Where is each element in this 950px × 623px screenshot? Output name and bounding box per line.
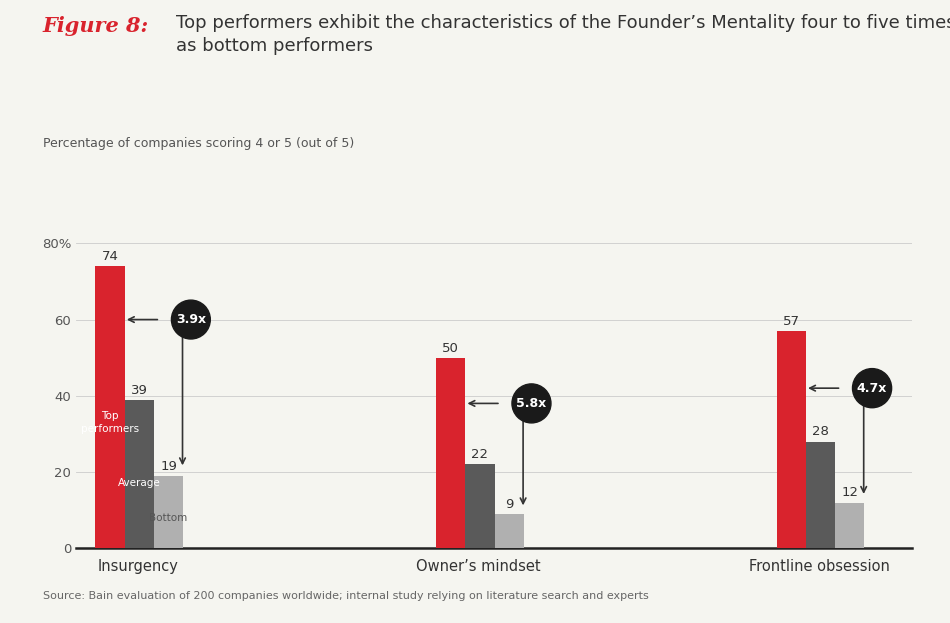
Text: 28: 28 <box>812 426 829 439</box>
Text: Top
performers: Top performers <box>81 411 139 434</box>
Bar <box>124 399 154 548</box>
Bar <box>154 476 183 548</box>
Bar <box>776 331 806 548</box>
Text: Bottom: Bottom <box>149 513 188 523</box>
Text: Average: Average <box>118 478 161 488</box>
Bar <box>806 442 835 548</box>
Text: Source: Bain evaluation of 200 companies worldwide; internal study relying on li: Source: Bain evaluation of 200 companies… <box>43 591 649 601</box>
Text: 39: 39 <box>131 384 148 397</box>
Text: Percentage of companies scoring 4 or 5 (out of 5): Percentage of companies scoring 4 or 5 (… <box>43 137 354 150</box>
Bar <box>835 503 864 548</box>
Text: Top performers exhibit the characteristics of the Founder’s Mentality four to fi: Top performers exhibit the characteristi… <box>176 14 950 55</box>
Text: 50: 50 <box>442 341 459 354</box>
Text: 4.7x: 4.7x <box>857 382 887 394</box>
Text: 12: 12 <box>842 487 858 500</box>
Text: 9: 9 <box>505 498 513 511</box>
Text: Figure 8:: Figure 8: <box>43 16 149 36</box>
Bar <box>436 358 466 548</box>
Text: 74: 74 <box>102 250 119 263</box>
Bar <box>95 266 124 548</box>
Text: 22: 22 <box>471 449 488 462</box>
Text: 19: 19 <box>161 460 177 473</box>
Text: 3.9x: 3.9x <box>176 313 206 326</box>
Text: 5.8x: 5.8x <box>517 397 546 410</box>
Text: 57: 57 <box>783 315 800 328</box>
Bar <box>495 514 523 548</box>
Bar <box>466 464 495 548</box>
